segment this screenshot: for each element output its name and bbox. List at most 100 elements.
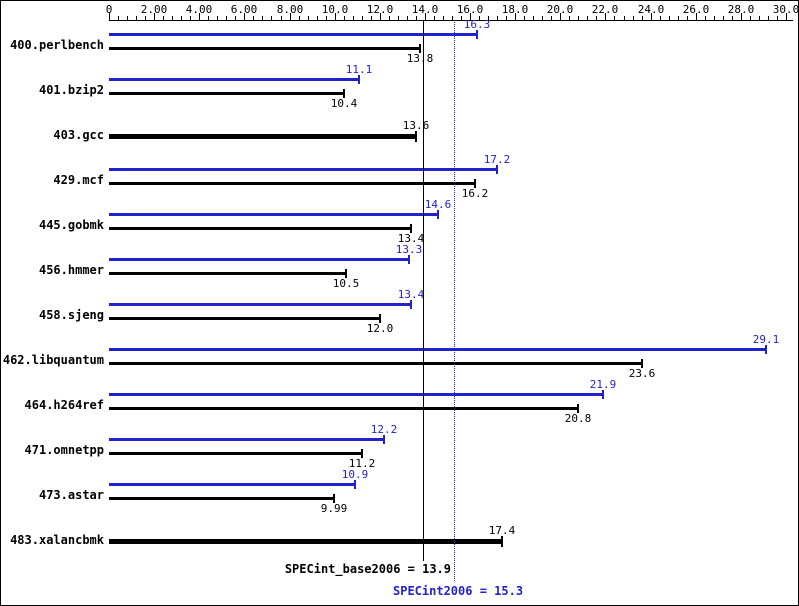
base-bar-endcap [410,224,412,233]
x-axis-minor-tick [416,16,417,20]
base-bar [109,227,411,230]
x-axis-minor-tick [190,16,191,20]
x-axis-line [109,20,793,21]
peak-bar-endcap [358,75,360,84]
peak-value-label: 12.2 [370,423,398,436]
x-axis-minor-tick [633,16,634,20]
peak-value-label: 29.1 [752,333,780,346]
peak-bar-endcap [410,300,412,309]
x-axis-tick-label: 22.0 [591,3,619,16]
peak-bar [109,348,766,351]
x-axis-minor-tick [452,16,453,20]
x-axis-minor-tick [705,16,706,20]
x-axis-minor-tick [262,16,263,20]
x-axis-minor-tick [371,16,372,20]
peak-bar-endcap [354,480,356,489]
x-axis-major-tick [290,13,291,20]
base-value-label: 16.2 [461,187,489,200]
x-axis-minor-tick [587,16,588,20]
peak-value-label: 14.6 [424,198,452,211]
peak-bar [109,483,355,486]
x-axis-minor-tick [281,16,282,20]
x-axis-minor-tick [434,16,435,20]
x-axis-tick-label: 10.0 [321,3,349,16]
peak-bar [109,258,409,261]
peak-bar [109,438,384,441]
base-bar-endcap [419,44,421,53]
x-axis-minor-tick [479,16,480,20]
peak-value-label: 21.9 [589,378,617,391]
benchmark-name-label: 462.libquantum [2,353,104,367]
x-axis-minor-tick [317,16,318,20]
x-axis-minor-tick [163,16,164,20]
base-value-label: 20.8 [564,412,592,425]
x-axis-minor-tick [687,16,688,20]
x-axis-minor-tick [181,16,182,20]
base-bar-endcap [345,269,347,278]
x-axis-tick-label: 30.0 [772,3,799,16]
x-axis-minor-tick [136,16,137,20]
x-axis-minor-tick [398,16,399,20]
peak-bar-endcap [496,165,498,174]
base-bar [109,497,334,500]
x-axis-major-tick [696,13,697,20]
x-axis-minor-tick [353,16,354,20]
benchmark-name-label: 471.omnetpp [24,443,104,457]
base-bar [109,452,362,455]
base-only-bar [109,134,416,139]
x-axis-tick-label: 0 [105,3,113,16]
benchmark-name-label: 473.astar [38,488,104,502]
x-axis-minor-tick [542,16,543,20]
x-axis-tick-label: 14.0 [411,3,439,16]
base-value-label: 13.8 [406,52,434,65]
x-axis-major-tick [560,13,561,20]
x-axis-minor-tick [714,16,715,20]
x-axis-minor-tick [299,16,300,20]
benchmark-name-label: 456.hmmer [38,263,104,277]
x-axis-minor-tick [326,16,327,20]
x-axis-major-tick [109,13,110,20]
benchmark-name-label: 429.mcf [53,173,104,187]
x-axis-tick-label: 20.0 [546,3,574,16]
base-bar-endcap [343,89,345,98]
x-axis-tick-label: 24.0 [637,3,665,16]
x-axis-minor-tick [208,16,209,20]
peak-bar-endcap [476,30,478,39]
x-axis-minor-tick [660,16,661,20]
base-bar-endcap [641,359,643,368]
base-only-bar [109,539,502,544]
base-bar [109,317,380,320]
x-axis-minor-tick [642,16,643,20]
x-axis-minor-tick [389,16,390,20]
x-axis-minor-tick [127,16,128,20]
benchmark-name-label: 445.gobmk [38,218,104,232]
benchmark-name-label: 400.perlbench [10,38,104,52]
benchmark-name-label: 403.gcc [53,128,104,142]
base-bar-endcap [361,449,363,458]
x-axis-minor-tick [271,16,272,20]
x-axis-minor-tick [614,16,615,20]
base-bar-endcap [379,314,381,323]
peak-bar [109,33,477,36]
base-bar [109,47,420,50]
x-axis-tick-label: 16.0 [456,3,484,16]
peak-bar-endcap [765,345,767,354]
base-bar-endcap [577,404,579,413]
base-value-label: 12.0 [366,322,394,335]
x-axis-minor-tick [506,16,507,20]
peak-value-label: 10.9 [341,468,369,481]
peak-bar-endcap [408,255,410,264]
x-axis-major-tick [470,13,471,20]
specint-base2006-summary-label: SPECint_base2006 = 13.9 [284,562,451,576]
x-axis-minor-tick [551,16,552,20]
x-axis-minor-tick [723,16,724,20]
peak-value-label: 17.2 [483,153,511,166]
peak-bar [109,78,359,81]
peak-value-label: 13.4 [397,288,425,301]
x-axis-minor-tick [145,16,146,20]
x-axis-major-tick [515,13,516,20]
x-axis-major-tick [651,13,652,20]
base-bar [109,362,642,365]
base-bar [109,407,578,410]
